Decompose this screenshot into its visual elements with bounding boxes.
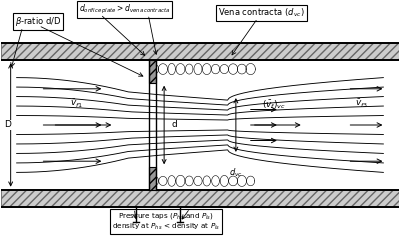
Bar: [148, 60, 156, 83]
Text: $d_{orifice\,plate} > d_{vena\,contracta}$: $d_{orifice\,plate} > d_{vena\,contracta…: [79, 3, 170, 16]
Bar: [1, 43, 399, 60]
Text: Vena contracta ($d_{vc}$): Vena contracta ($d_{vc}$): [218, 7, 305, 20]
Text: Pressure taps ($P_{hs}$ and $P_{ls}$)
density at $P_{hs}$ < density at $P_{ls}$: Pressure taps ($P_{hs}$ and $P_{ls}$) de…: [112, 211, 220, 232]
Text: $\beta$-ratio d/D: $\beta$-ratio d/D: [15, 15, 61, 28]
Bar: [148, 167, 156, 190]
Text: $\bar{v}_{f3}$: $\bar{v}_{f3}$: [355, 98, 368, 110]
Text: d: d: [171, 120, 177, 130]
Text: $d_{vc}$: $d_{vc}$: [229, 166, 243, 178]
Text: $\bar{v}_{f1}$: $\bar{v}_{f1}$: [70, 98, 83, 110]
Bar: [1, 190, 399, 207]
Text: $(\bar{v}_f)_{vc}$: $(\bar{v}_f)_{vc}$: [262, 99, 286, 111]
Text: D: D: [4, 120, 11, 130]
